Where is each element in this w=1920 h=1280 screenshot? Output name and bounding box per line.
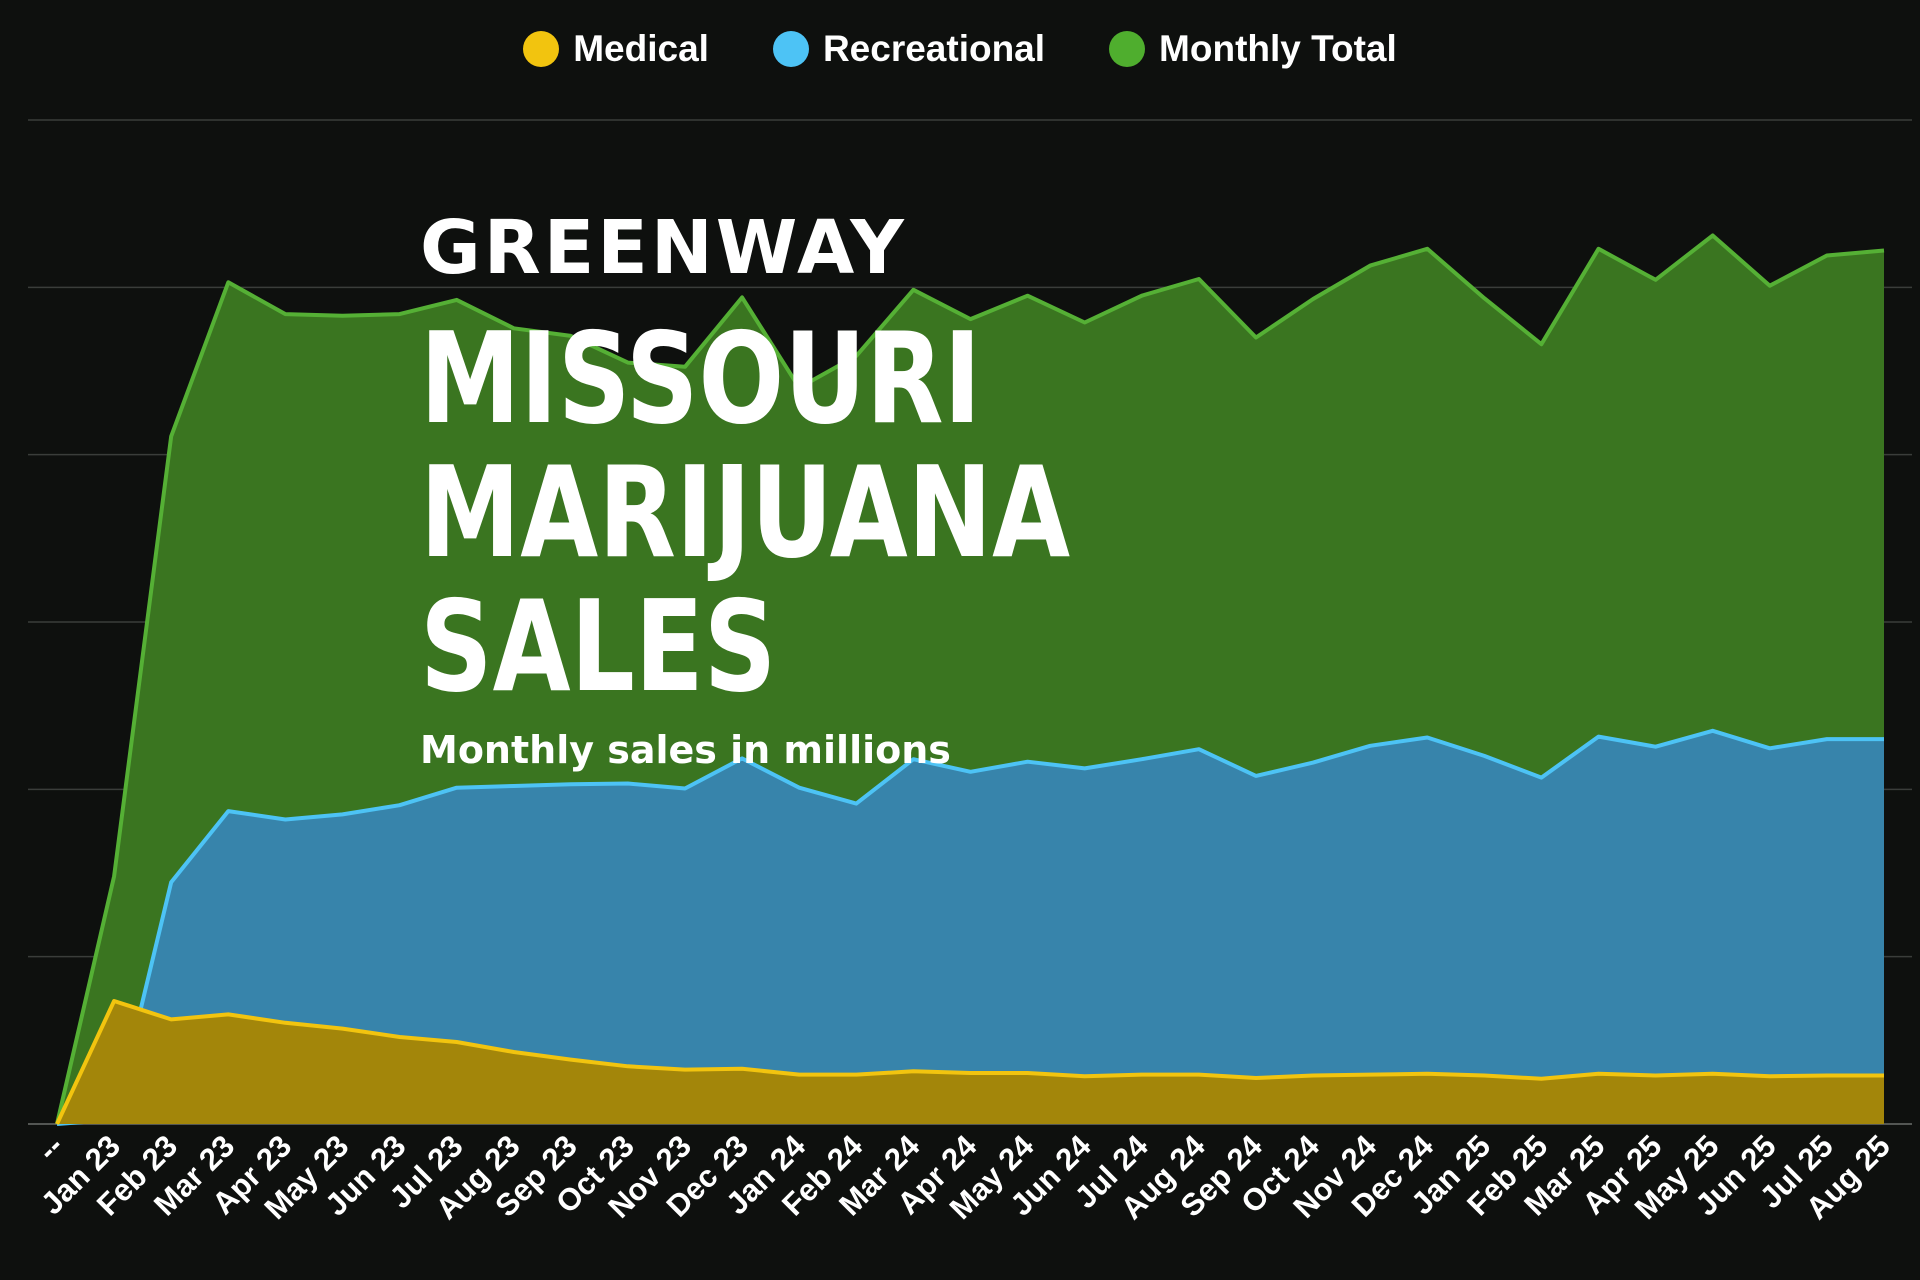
- area-recreational: [57, 730, 1884, 1124]
- legend-label-recreational: Recreational: [822, 28, 1046, 69]
- legend-item-monthly-total[interactable]: Monthly Total: [1109, 28, 1397, 70]
- series-line-medical: [55, 999, 1884, 1125]
- chart-areas: [55, 233, 1885, 1126]
- headline-line-3: SALES: [420, 573, 777, 720]
- legend-dot-recreational: [772, 31, 809, 67]
- series-line-recreational: [56, 728, 1884, 1126]
- series-line-monthly-total: [55, 233, 1885, 1125]
- legend-label-monthly-total: Monthly Total: [1159, 28, 1397, 69]
- area-medical: [57, 1001, 1884, 1124]
- legend-dot-monthly-total: [1109, 31, 1146, 67]
- chart-subtitle: Monthly sales in millions: [420, 728, 951, 772]
- x-tick-label: --: [31, 1128, 70, 1167]
- legend-dot-medical: [523, 31, 560, 67]
- legend-label-medical: Medical: [573, 28, 709, 69]
- brand-name: GREENWAY: [420, 205, 907, 291]
- legend-item-medical[interactable]: Medical: [523, 28, 709, 70]
- legend-item-recreational[interactable]: Recreational: [772, 28, 1046, 70]
- headline: MISSOURI MARIJUANA SALES: [420, 312, 1220, 714]
- headline-line-1: MISSOURI: [420, 305, 982, 452]
- headline-line-2: MARIJUANA: [420, 439, 1071, 586]
- title-overlay: GREENWAY MISSOURI MARIJUANA SALES Monthl…: [420, 210, 1420, 772]
- legend: Medical Recreational Monthly Total: [0, 28, 1920, 70]
